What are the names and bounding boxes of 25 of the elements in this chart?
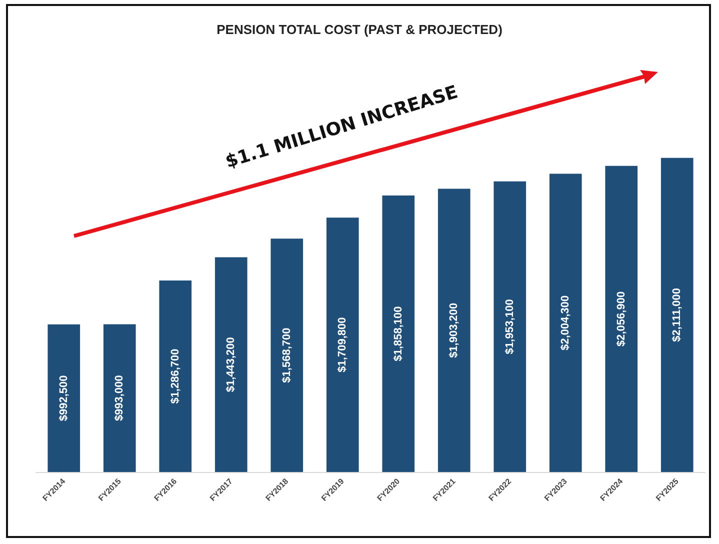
data-label: $1,953,100 bbox=[504, 299, 516, 354]
data-label: $1,709,800 bbox=[336, 317, 349, 372]
data-label: $2,004,300 bbox=[560, 295, 572, 350]
bar bbox=[270, 238, 304, 472]
bar bbox=[494, 181, 526, 472]
bar bbox=[326, 218, 359, 472]
data-label: $1,443,200 bbox=[225, 337, 238, 392]
bar bbox=[605, 166, 638, 472]
data-label: $1,858,100 bbox=[392, 306, 404, 362]
bar bbox=[660, 158, 694, 472]
data-label: $1,568,700 bbox=[280, 328, 293, 383]
bar bbox=[214, 257, 248, 472]
data-label: $992,500 bbox=[58, 375, 70, 422]
data-label: $2,056,900 bbox=[615, 291, 628, 346]
data-label: $1,286,700 bbox=[169, 348, 182, 404]
bar bbox=[103, 324, 136, 472]
data-label: $1,903,200 bbox=[448, 302, 460, 358]
data-label: $2,111,000 bbox=[671, 288, 684, 342]
bar bbox=[438, 188, 470, 472]
chart-title: PENSION TOTAL COST (PAST & PROJECTED) bbox=[216, 22, 502, 37]
bar bbox=[48, 324, 80, 472]
bar bbox=[549, 174, 582, 472]
bar bbox=[159, 280, 192, 472]
data-label: $993,000 bbox=[114, 375, 126, 422]
bar bbox=[382, 196, 415, 472]
